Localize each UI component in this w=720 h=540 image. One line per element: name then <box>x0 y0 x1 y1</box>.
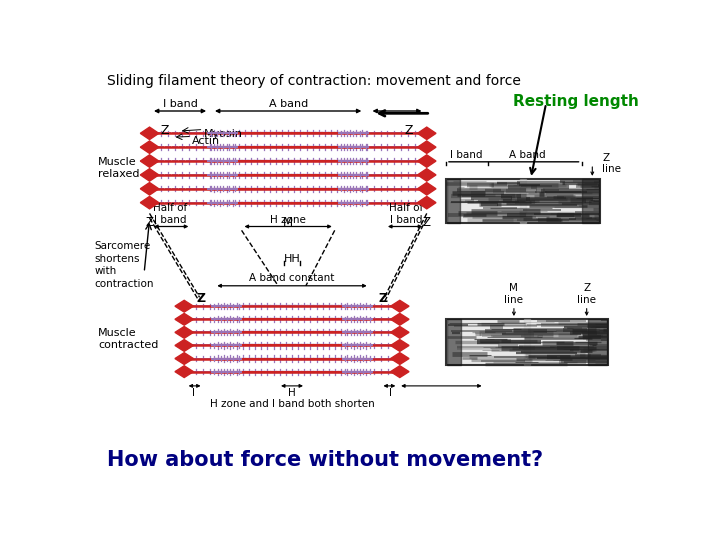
Polygon shape <box>175 366 194 377</box>
Text: Sliding filament theory of contraction: movement and force: Sliding filament theory of contraction: … <box>107 74 521 88</box>
Text: Z: Z <box>423 215 431 229</box>
Text: Z: Z <box>161 124 169 137</box>
Text: Actin: Actin <box>192 136 220 146</box>
Text: M: M <box>283 215 293 229</box>
Polygon shape <box>140 168 159 181</box>
Polygon shape <box>390 313 409 325</box>
Text: HH: HH <box>284 254 300 264</box>
Polygon shape <box>175 313 194 325</box>
Polygon shape <box>175 340 194 352</box>
Polygon shape <box>390 340 409 352</box>
Polygon shape <box>390 327 409 338</box>
Text: Z: Z <box>405 124 413 137</box>
Text: A band: A band <box>509 150 546 159</box>
Text: A band constant: A band constant <box>249 273 335 284</box>
Polygon shape <box>175 353 194 364</box>
Text: I band: I band <box>163 99 197 109</box>
Polygon shape <box>175 300 194 312</box>
Text: Resting length: Resting length <box>513 94 639 109</box>
Polygon shape <box>418 197 436 209</box>
Text: Half of
I band: Half of I band <box>153 204 187 225</box>
Bar <box>446 319 608 365</box>
Text: Myosin: Myosin <box>204 129 243 139</box>
Bar <box>446 179 600 224</box>
Polygon shape <box>418 141 436 153</box>
Text: Z: Z <box>145 215 153 229</box>
Text: H: H <box>288 388 296 398</box>
Text: A band: A band <box>269 99 307 109</box>
Polygon shape <box>140 197 159 209</box>
Text: Sarcomere
shortens
with
contraction: Sarcomere shortens with contraction <box>94 241 153 288</box>
Text: I band: I band <box>450 150 482 159</box>
Polygon shape <box>418 155 436 167</box>
Polygon shape <box>140 155 159 167</box>
Text: Z
line: Z line <box>577 284 596 305</box>
Text: Z: Z <box>197 292 206 305</box>
Text: I: I <box>192 388 195 398</box>
Text: How about force without movement?: How about force without movement? <box>107 450 544 470</box>
Polygon shape <box>140 141 159 153</box>
Polygon shape <box>390 366 409 377</box>
Polygon shape <box>390 353 409 364</box>
Text: Z
line: Z line <box>603 153 621 174</box>
Text: Muscle
relaxed: Muscle relaxed <box>98 157 140 179</box>
Polygon shape <box>390 300 409 312</box>
Polygon shape <box>418 168 436 181</box>
Text: Z: Z <box>378 292 387 305</box>
Text: H zone and I band both shorten: H zone and I band both shorten <box>210 399 374 409</box>
Text: Half of
I band: Half of I band <box>389 204 423 225</box>
Text: Muscle
contracted: Muscle contracted <box>98 328 158 350</box>
Polygon shape <box>418 127 436 139</box>
Polygon shape <box>140 127 159 139</box>
Text: I: I <box>389 388 392 398</box>
Polygon shape <box>175 327 194 338</box>
Text: M
line: M line <box>505 284 523 305</box>
Polygon shape <box>140 183 159 195</box>
Text: H zone: H zone <box>270 215 306 225</box>
Polygon shape <box>418 183 436 195</box>
